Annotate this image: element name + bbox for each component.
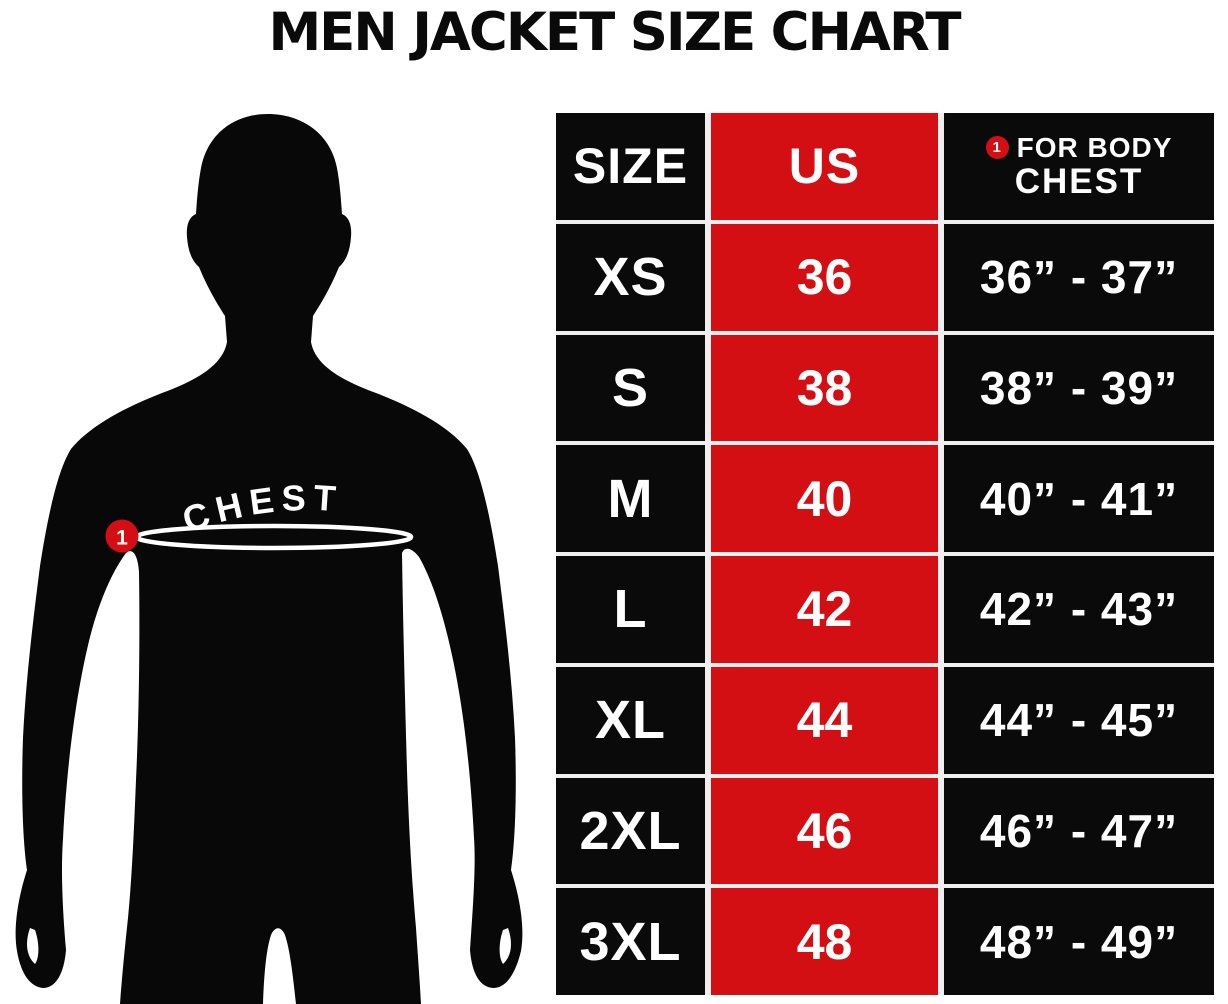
- right-thumb-notch: [499, 928, 511, 964]
- chest-header-chest: CHEST: [1014, 161, 1144, 201]
- chest-header-badge: 1: [985, 136, 1009, 160]
- body-silhouette-svg: CHEST 1: [15, 114, 523, 1004]
- header-cell-us: US: [711, 113, 938, 220]
- us-cell: 46: [711, 777, 938, 885]
- chest-marker-badge: [105, 519, 139, 553]
- header-cell-chest: 1 FOR BODY CHEST: [944, 113, 1214, 220]
- header-cell-size: SIZE: [556, 113, 705, 220]
- size-cell: XL: [556, 666, 705, 774]
- us-cell: 42: [711, 556, 938, 663]
- body-measurement-figure: CHEST 1: [0, 0, 556, 1004]
- us-cell: 38: [711, 334, 938, 442]
- chest-cell: 48” - 49”: [944, 888, 1214, 995]
- chest-header-line1: 1 FOR BODY: [985, 131, 1173, 163]
- size-table: SIZE US 1 FOR BODY CHEST XS 36 36” - 37”…: [556, 113, 1214, 995]
- man-silhouette: [15, 114, 523, 1004]
- chest-cell: 40” - 41”: [944, 445, 1214, 552]
- chest-cell: 46” - 47”: [944, 777, 1214, 885]
- size-cell: M: [556, 445, 705, 552]
- us-cell: 40: [711, 445, 938, 552]
- size-cell: 3XL: [556, 888, 705, 995]
- chest-cell: 42” - 43”: [944, 556, 1214, 663]
- left-thumb-notch: [27, 928, 39, 964]
- us-cell: 48: [711, 888, 938, 995]
- page-title: MEN JACKET SIZE CHART: [268, 2, 961, 63]
- size-cell: XS: [556, 223, 705, 331]
- chest-cell: 36” - 37”: [944, 223, 1214, 331]
- us-cell: 44: [711, 666, 938, 774]
- chest-marker-label: 1: [116, 527, 128, 550]
- chest-header-for-body: FOR BODY: [1016, 131, 1173, 163]
- size-cell: S: [556, 334, 705, 442]
- us-cell: 36: [711, 223, 938, 331]
- size-cell: 2XL: [556, 777, 705, 885]
- chest-cell: 38” - 39”: [944, 334, 1214, 442]
- chest-cell: 44” - 45”: [944, 666, 1214, 774]
- size-cell: L: [556, 556, 705, 663]
